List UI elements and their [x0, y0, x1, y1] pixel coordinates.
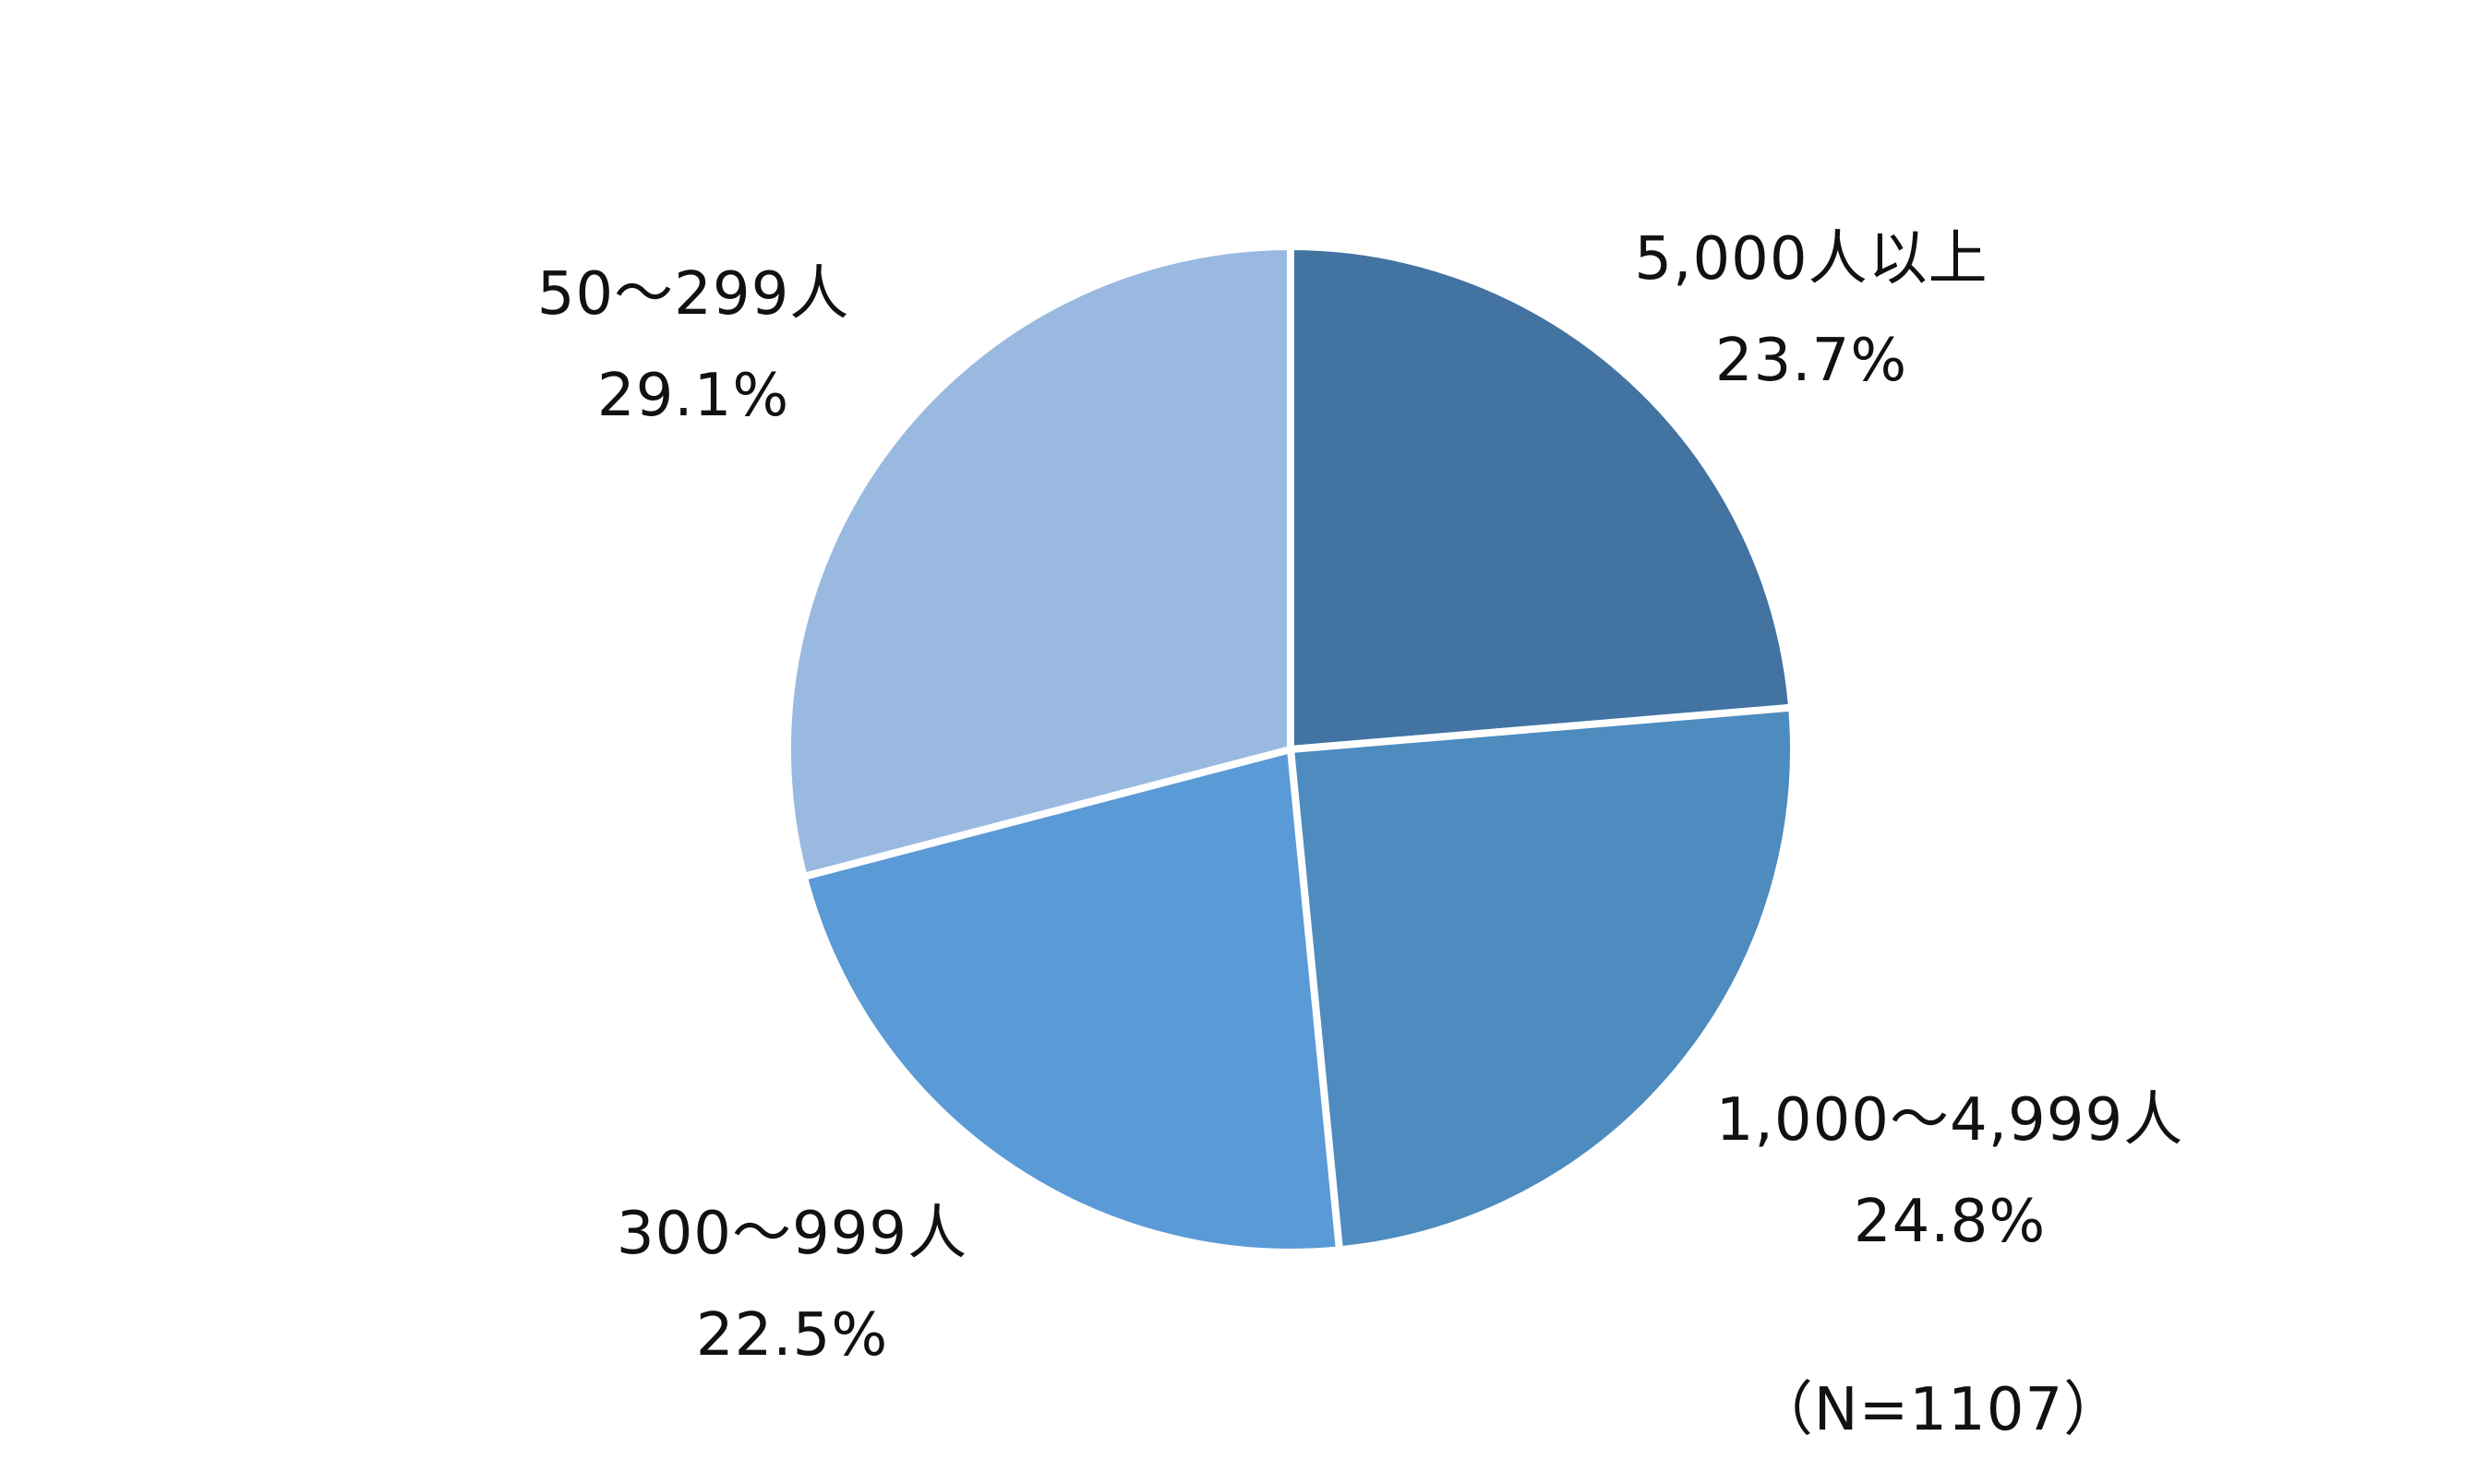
slice-category-text: 50〜299人 — [536, 260, 850, 329]
slice-label-5000-plus: 5,000人以上 23.7% — [1634, 209, 1988, 412]
slice-category-text: 300〜999人 — [616, 1200, 968, 1268]
slice-category-text: 1,000〜4,999人 — [1715, 1086, 2184, 1155]
slice-percent-text: 24.8% — [1853, 1188, 2047, 1256]
slice-label-300-999: 300〜999人 22.5% — [617, 1183, 967, 1386]
slice-percent-text: 23.7% — [1714, 327, 1908, 395]
pie-slice-1 — [1287, 703, 1797, 1254]
slice-label-50-299: 50〜299人 29.1% — [537, 244, 850, 447]
slice-label-1000-4999: 1,000〜4,999人 24.8% — [1716, 1070, 2183, 1273]
pie-slice-0 — [1287, 243, 1796, 753]
pie-slice-2 — [799, 746, 1343, 1256]
slice-percent-text: 29.1% — [596, 362, 790, 430]
slice-percent-text: 22.5% — [695, 1301, 889, 1370]
slice-category-text: 5,000人以上 — [1634, 225, 1988, 293]
sample-size-note: （N=1107） — [1753, 1376, 2124, 1444]
pie-slice-3 — [783, 243, 1294, 880]
